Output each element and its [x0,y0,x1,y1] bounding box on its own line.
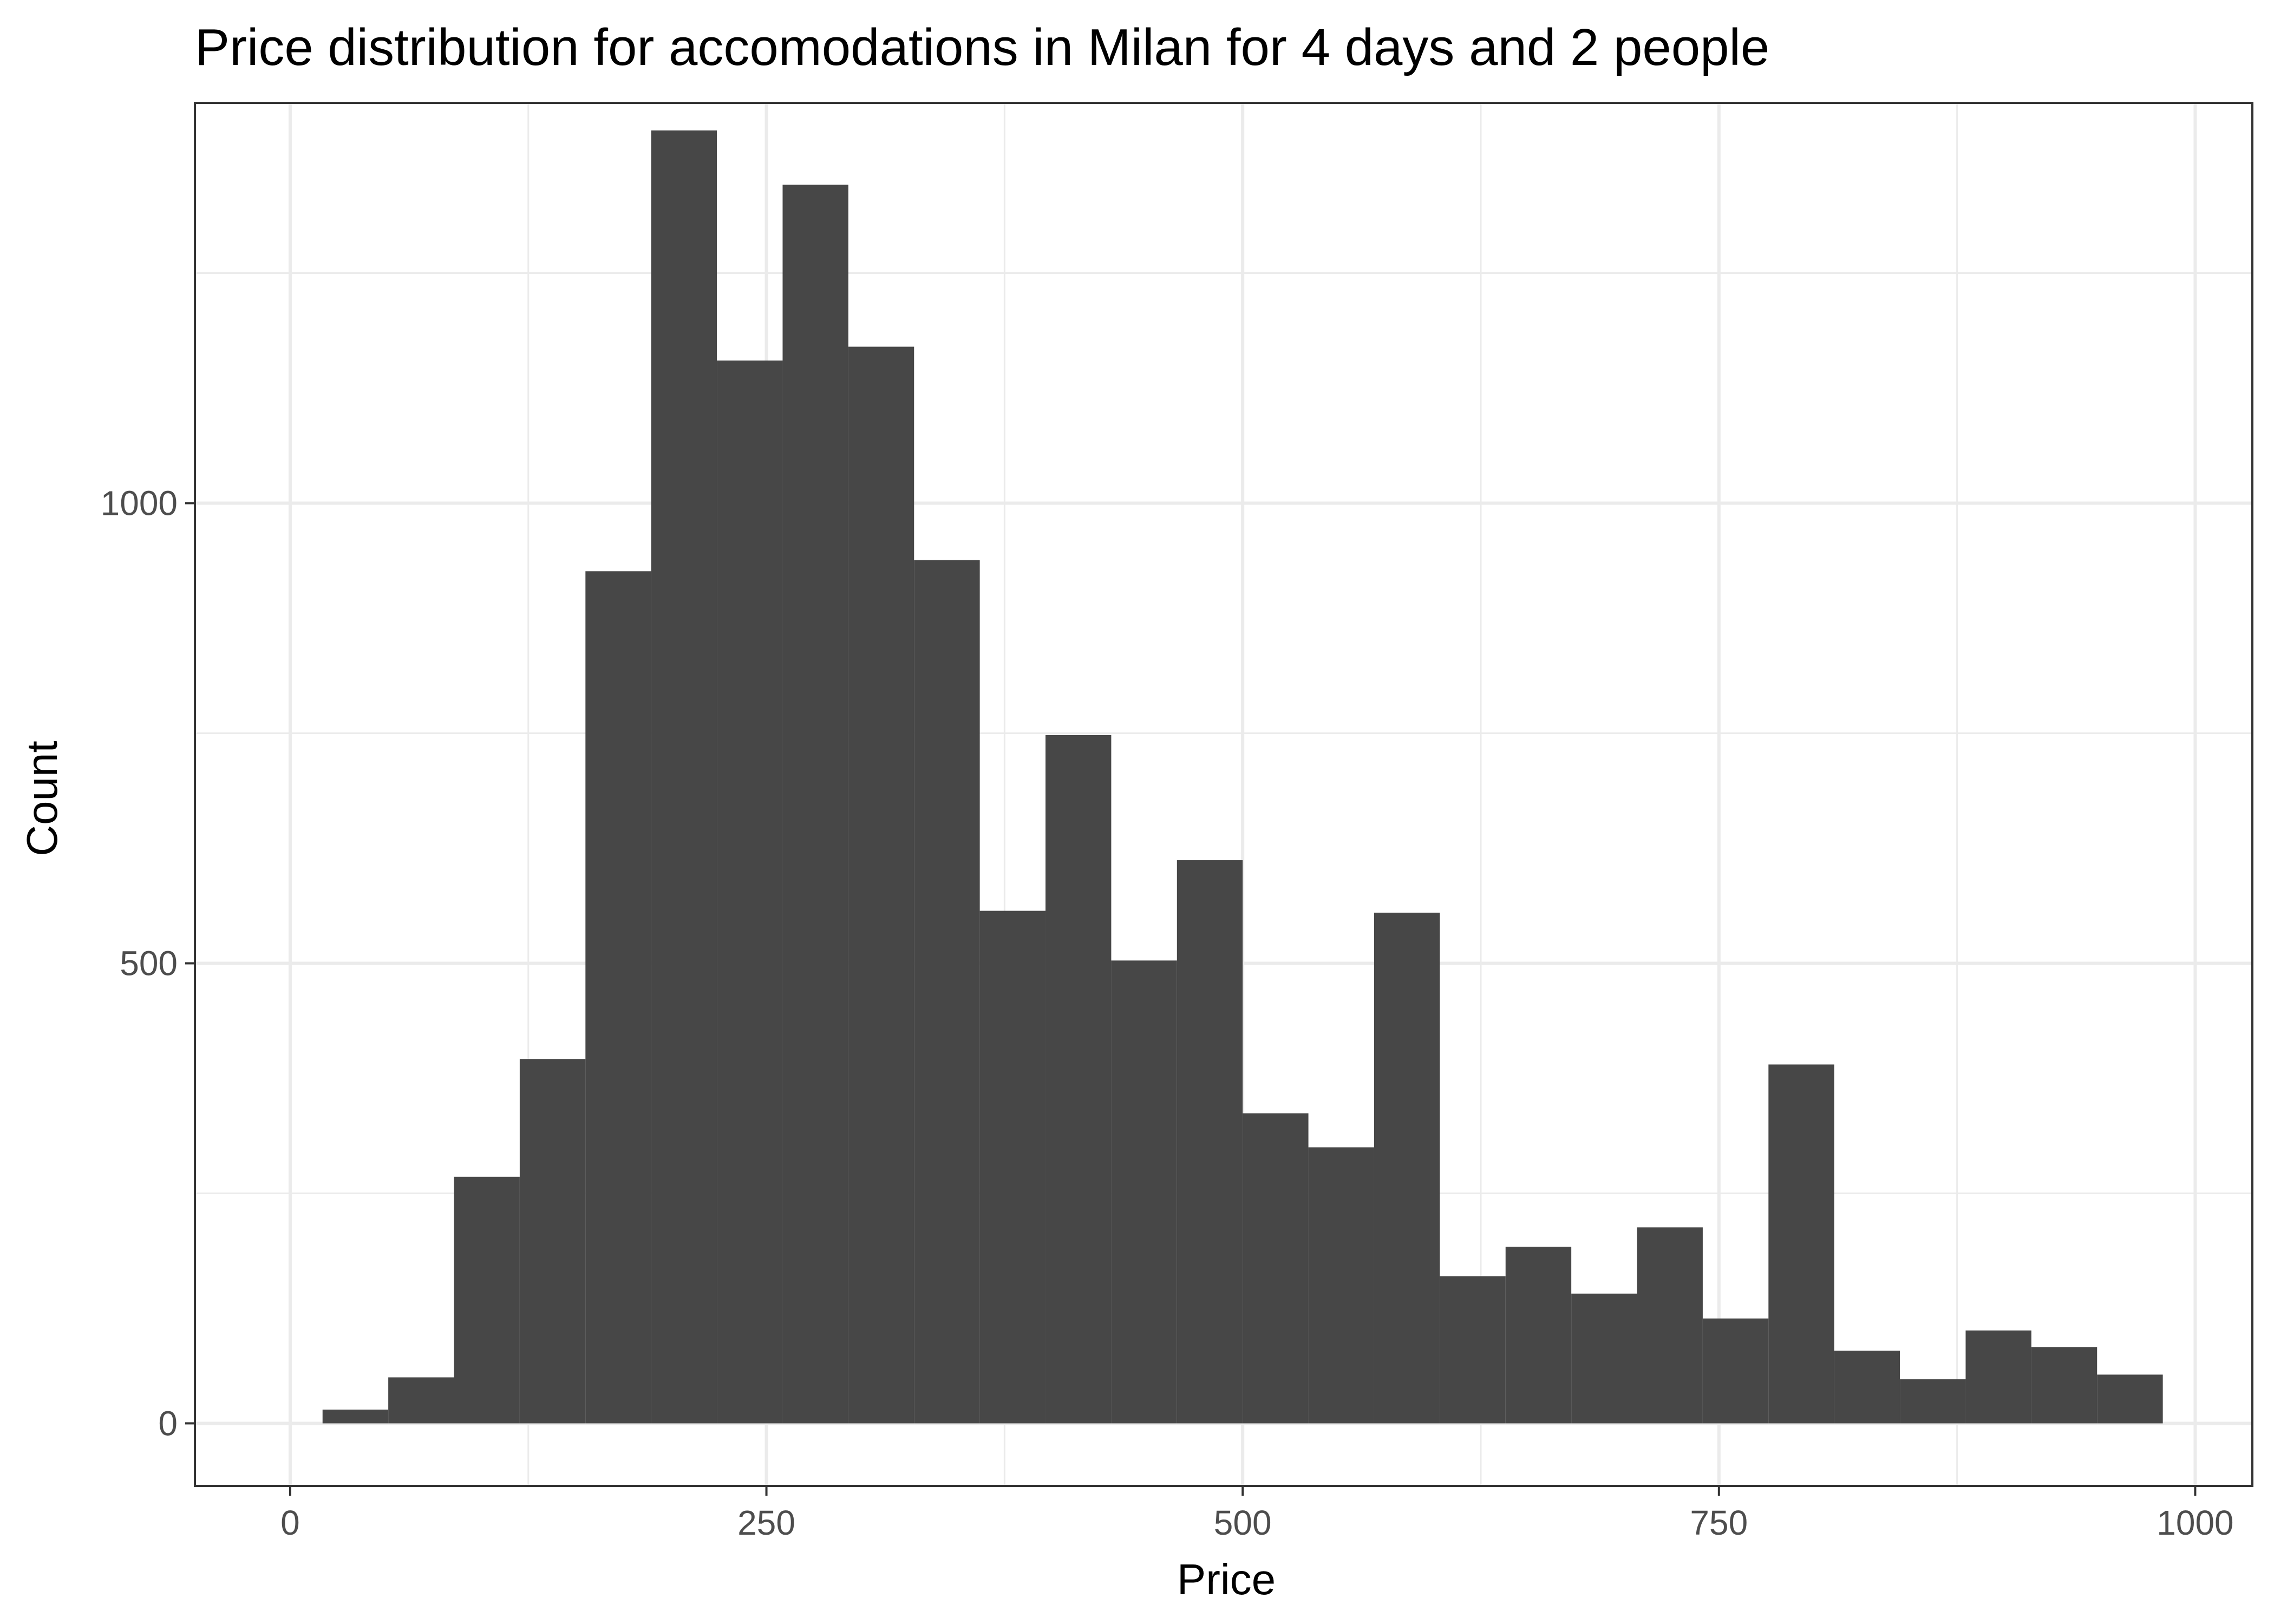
histogram-bar [322,1409,389,1424]
chart-title: Price distribution for accomodations in … [195,18,1769,76]
histogram-bar [1374,912,1440,1424]
histogram-bar [1900,1379,1966,1424]
histogram-bar [1834,1351,1900,1424]
histogram-bar [1965,1330,2031,1424]
x-tick-label: 500 [1214,1503,1272,1542]
histogram-bar [1308,1147,1374,1424]
histogram-bar [2097,1374,2163,1424]
histogram-bar [1177,860,1243,1424]
histogram-bar [388,1377,454,1424]
histogram-bar [782,185,848,1424]
plot-panel-border [194,102,2253,1487]
histogram-bar [1637,1227,1703,1424]
histogram-bar [1702,1318,1769,1424]
y-axis-label: Count [18,741,66,856]
histogram-bar [585,571,651,1424]
y-tick-label: 1000 [101,483,178,522]
histogram-bar [1440,1276,1506,1424]
histogram-bar [717,360,783,1424]
histogram-bar [914,560,980,1424]
histogram-bar [1111,960,1177,1424]
histogram-bar [651,130,717,1424]
y-tick-label: 0 [158,1404,178,1443]
histogram-bar [1768,1064,1834,1424]
histogram-bar [1045,735,1112,1424]
histogram-bar [979,911,1046,1424]
x-tick-label: 750 [1690,1503,1748,1542]
histogram-bar [1571,1293,1637,1424]
y-axis-ticks: 0 500 1000 [101,483,195,1443]
histogram-bar [1243,1113,1309,1424]
x-tick-label: 0 [280,1503,300,1542]
histogram-bar [1505,1247,1572,1424]
histogram-bar [519,1059,586,1424]
histogram-bar [848,346,914,1424]
x-axis-ticks: 0 250 500 750 1000 [280,1486,2234,1542]
histogram-bar [454,1176,520,1424]
x-tick-label: 1000 [2157,1503,2233,1542]
y-tick-label: 500 [120,944,178,983]
histogram-bars [322,130,2163,1424]
x-axis-label: Price [1177,1555,1276,1603]
x-tick-label: 250 [737,1503,795,1542]
histogram-bar [2031,1347,2097,1424]
